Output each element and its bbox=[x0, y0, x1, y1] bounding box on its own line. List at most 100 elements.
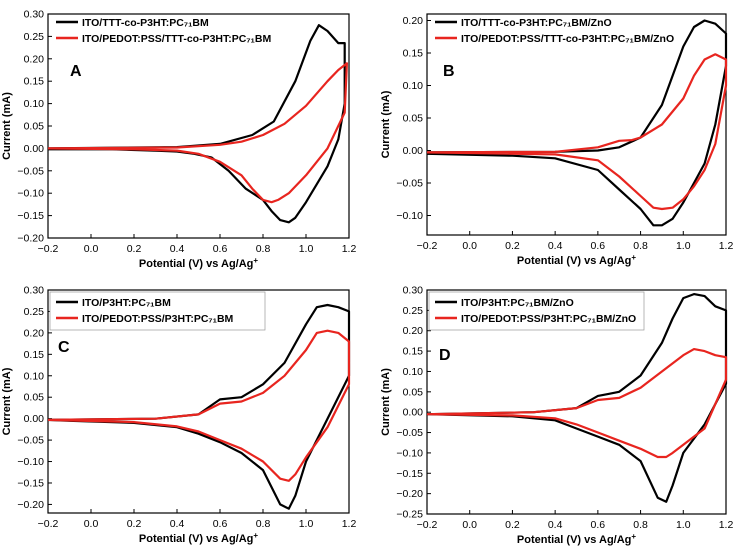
y-tick-label: 0.15 bbox=[24, 76, 45, 88]
x-tick-label: 1.0 bbox=[299, 518, 314, 530]
y-tick-label: 0.00 bbox=[24, 413, 45, 425]
y-axis-label: Current (mA) bbox=[380, 90, 392, 158]
y-tick-label: 0.30 bbox=[403, 285, 424, 297]
y-tick-label: −0.10 bbox=[17, 456, 44, 468]
y-tick-label: 0.20 bbox=[24, 53, 45, 65]
y-tick-label: −0.25 bbox=[396, 509, 423, 521]
x-tick-label: 1.0 bbox=[676, 519, 691, 531]
panel-letter: C bbox=[58, 339, 70, 356]
y-tick-label: 0.05 bbox=[24, 121, 45, 133]
y-tick-label: −0.05 bbox=[396, 427, 423, 439]
y-tick-label: 0.20 bbox=[403, 325, 424, 337]
y-tick-label: −0.10 bbox=[396, 210, 423, 222]
y-tick-label: 0.10 bbox=[403, 80, 424, 92]
y-tick-label: 0.10 bbox=[24, 370, 45, 382]
x-tick-label: 0.0 bbox=[84, 243, 99, 255]
x-tick-label: 0.4 bbox=[170, 243, 185, 255]
y-tick-label: 0.10 bbox=[403, 366, 424, 378]
x-tick-label: 0.4 bbox=[170, 518, 185, 530]
x-tick-label: 0.2 bbox=[127, 518, 142, 530]
x-axis-label: Potential (V) vs Ag/Ag+ bbox=[517, 532, 637, 547]
chart-panel-c: −0.2 0.0 0.2 0.4 0.6 0.8 1.0 1.2 −0.20 −0.15 −0.10… bbox=[1, 285, 356, 546]
y-tick-label: 0.00 bbox=[24, 143, 45, 155]
x-tick-label: 0.8 bbox=[633, 519, 648, 531]
y-tick-label: −0.05 bbox=[17, 435, 44, 447]
y-tick-label: 0.15 bbox=[403, 48, 424, 60]
x-tick-label: 0.6 bbox=[591, 240, 606, 252]
x-tick-label: 0.8 bbox=[256, 243, 271, 255]
y-tick-label: −0.15 bbox=[17, 477, 44, 489]
y-tick-label: −0.20 bbox=[17, 499, 44, 511]
x-tick-label: 0.4 bbox=[548, 519, 563, 531]
x-tick-label: 0.8 bbox=[633, 240, 648, 252]
x-tick-label: 1.0 bbox=[299, 243, 314, 255]
y-axis-label: Current (mA) bbox=[380, 368, 392, 436]
y-tick-label: 0.05 bbox=[24, 392, 45, 404]
y-tick-label: 0.00 bbox=[403, 407, 424, 419]
legend-label: ITO/P3HT:PC₇₁BM/ZnO bbox=[461, 297, 574, 309]
x-tick-label: 0.2 bbox=[505, 519, 520, 531]
y-tick-label: 0.05 bbox=[403, 386, 424, 398]
x-tick-label: 0.2 bbox=[127, 243, 142, 255]
legend-label: ITO/TTT-co-P3HT:PC₇₁BM bbox=[82, 17, 209, 29]
legend-label: ITO/PEDOT:PSS/TTT-co-P3HT:PC₇₁BM/ZnO bbox=[461, 33, 674, 45]
x-tick-label: −0.2 bbox=[38, 518, 59, 530]
x-tick-label: 0.2 bbox=[505, 240, 520, 252]
y-tick-label: −0.15 bbox=[396, 468, 423, 480]
plot-frame bbox=[47, 289, 350, 514]
panel-letter: D bbox=[439, 347, 451, 364]
x-tick-label: 0.6 bbox=[591, 519, 606, 531]
panel-letter: B bbox=[443, 63, 455, 80]
panel-letter: A bbox=[70, 63, 82, 80]
x-axis-label: Potential (V) vs Ag/Ag+ bbox=[139, 531, 259, 546]
x-tick-label: 0.0 bbox=[84, 518, 99, 530]
legend-frame bbox=[49, 291, 266, 331]
x-tick-label: −0.2 bbox=[38, 243, 59, 255]
y-tick-label: −0.05 bbox=[396, 178, 423, 190]
y-tick-label: 0.10 bbox=[24, 98, 45, 110]
x-tick-label: 1.2 bbox=[719, 519, 734, 531]
y-tick-label: −0.10 bbox=[396, 447, 423, 459]
x-tick-label: 0.6 bbox=[213, 243, 228, 255]
y-tick-label: −0.10 bbox=[17, 188, 44, 200]
x-axis-label-superscript: + bbox=[631, 532, 636, 541]
y-tick-label: −0.20 bbox=[396, 488, 423, 500]
y-tick-label: 0.25 bbox=[403, 305, 424, 317]
plot-frame bbox=[426, 13, 727, 236]
series-line-black bbox=[47, 24, 346, 224]
y-tick-label: 0.30 bbox=[24, 285, 45, 297]
chart-panel-b: −0.2 0.0 0.2 0.4 0.6 0.8 1.0 1.2 −0.10 −0.05 0.00 0… bbox=[380, 13, 734, 268]
y-tick-label: 0.05 bbox=[403, 113, 424, 125]
y-axis-label: Current (mA) bbox=[1, 92, 13, 160]
y-tick-label: 0.20 bbox=[24, 327, 45, 339]
series-line-red bbox=[47, 62, 348, 204]
x-tick-label: 0.8 bbox=[256, 518, 271, 530]
y-tick-label: 0.15 bbox=[403, 346, 424, 358]
series-line-black bbox=[426, 19, 728, 227]
x-axis-label-superscript: + bbox=[253, 256, 258, 265]
y-tick-label: −0.05 bbox=[17, 165, 44, 177]
x-axis-label: Potential (V) vs Ag/Ag+ bbox=[517, 253, 637, 268]
x-tick-label: 0.0 bbox=[462, 240, 477, 252]
legend-label: ITO/PEDOT:PSS/TTT-co-P3HT:PC₇₁BM bbox=[82, 33, 271, 45]
series-line-black bbox=[47, 303, 351, 510]
y-tick-label: −0.20 bbox=[17, 233, 44, 245]
series-line-red bbox=[426, 348, 728, 459]
plot-frame bbox=[426, 289, 727, 515]
x-axis-label-superscript: + bbox=[631, 253, 636, 262]
y-tick-label: 0.30 bbox=[24, 9, 45, 21]
x-tick-label: 0.4 bbox=[548, 240, 563, 252]
x-tick-label: 0.0 bbox=[462, 519, 477, 531]
chart-panel-d: −0.2 0.0 0.2 0.4 0.6 0.8 1.0 1.2 −0.25 −0.20 −0.15… bbox=[380, 285, 733, 547]
y-tick-label: 0.20 bbox=[403, 15, 424, 27]
x-tick-label: 1.2 bbox=[719, 240, 734, 252]
y-tick-label: 0.15 bbox=[24, 349, 45, 361]
series-line-red bbox=[426, 53, 728, 211]
legend-label: ITO/P3HT:PC₇₁BM bbox=[82, 297, 171, 309]
x-tick-label: 1.2 bbox=[342, 518, 357, 530]
chart-panel-a: −0.2 0.0 0.2 0.4 0.6 0.8 1.0 1.2 −0.20 −0.15 −0.10… bbox=[1, 9, 356, 271]
x-tick-label: −0.2 bbox=[417, 519, 438, 531]
y-tick-label: 0.25 bbox=[24, 306, 45, 318]
x-tick-label: 0.6 bbox=[213, 518, 228, 530]
